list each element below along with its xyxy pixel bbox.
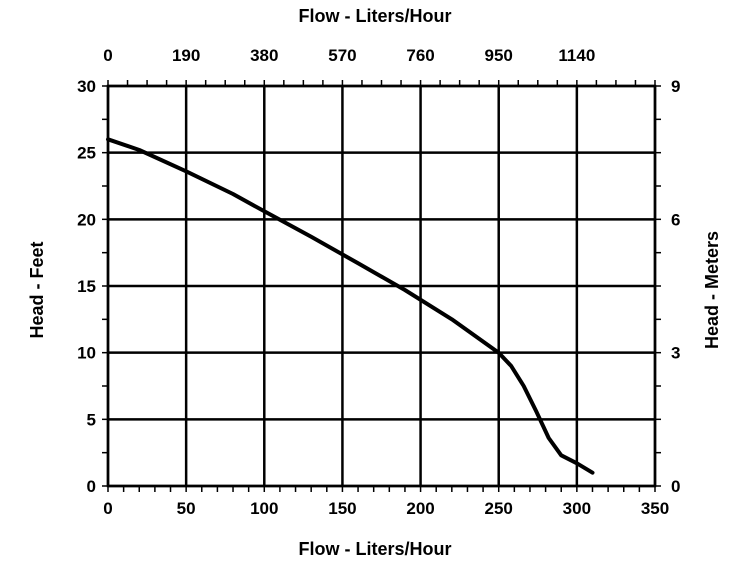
top-axis-title: Flow - Liters/Hour [299, 6, 452, 26]
x-tick-label: 300 [563, 499, 591, 518]
right-tick-label: 6 [671, 210, 680, 229]
x-axis-tick-labels: 0 50 100 150 200 250 300 350 [103, 499, 669, 518]
top-tick-label: 760 [406, 46, 434, 65]
y-tick-label: 20 [77, 210, 96, 229]
x-axis-title: Flow - Liters/Hour [299, 539, 452, 559]
head-flow-curve [106, 137, 595, 475]
right-axis-title: Head - Meters [702, 231, 722, 349]
right-tick-label: 9 [671, 77, 680, 96]
top-tick-label: 0 [103, 46, 112, 65]
y-tick-label: 0 [87, 477, 96, 496]
x-tick-label: 0 [103, 499, 112, 518]
y-tick-label: 25 [77, 144, 96, 163]
top-tick-label: 1140 [558, 46, 595, 65]
top-tick-label: 380 [250, 46, 278, 65]
x-tick-label: 250 [485, 499, 513, 518]
top-tick-label: 950 [485, 46, 513, 65]
x-tick-label: 150 [328, 499, 356, 518]
y-tick-label: 10 [77, 344, 96, 363]
y-axis-tick-labels: 0 5 10 15 20 25 30 [77, 77, 96, 496]
top-tick-label: 570 [328, 46, 356, 65]
y-axis-title: Head - Feet [27, 241, 47, 338]
x-tick-label: 100 [250, 499, 278, 518]
y-tick-label: 5 [87, 410, 96, 429]
plot-frame [106, 84, 657, 488]
right-tick-label: 0 [671, 477, 680, 496]
y-tick-label: 30 [77, 77, 96, 96]
x-tick-label: 50 [177, 499, 196, 518]
right-tick-label: 3 [671, 344, 680, 363]
y-tick-label: 15 [77, 277, 96, 296]
top-axis-tick-labels: 0 190 380 570 760 950 1140 [103, 46, 595, 65]
grid-lines [106, 84, 657, 488]
top-tick-label: 190 [172, 46, 200, 65]
x-tick-label: 350 [641, 499, 669, 518]
right-axis-tick-labels: 0 3 6 9 [671, 77, 680, 496]
x-tick-label: 200 [406, 499, 434, 518]
